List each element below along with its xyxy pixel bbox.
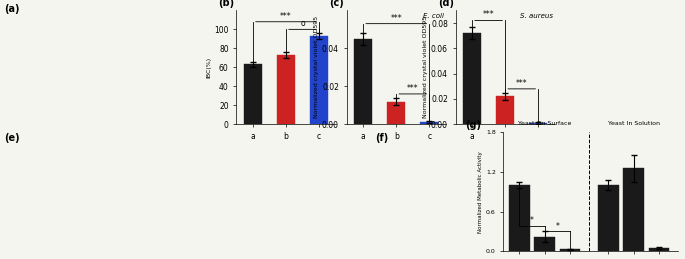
Text: S. aureus: S. aureus [520, 13, 553, 19]
Y-axis label: Normalized crystal violet OD595: Normalized crystal violet OD595 [314, 16, 319, 118]
Text: (f): (f) [375, 133, 388, 143]
Text: E. coli: E. coli [423, 13, 444, 19]
Bar [649, 248, 669, 251]
Bar [310, 36, 328, 124]
Text: ***: *** [390, 13, 402, 23]
Text: *: * [556, 222, 560, 231]
Text: (c): (c) [329, 0, 343, 8]
Bar [463, 33, 481, 124]
Text: ***: *** [280, 12, 292, 21]
Y-axis label: IBC(%): IBC(%) [206, 57, 212, 78]
Bar [496, 96, 514, 124]
Text: (e): (e) [5, 133, 20, 143]
Text: *: * [530, 217, 534, 225]
Text: ***: *** [483, 10, 495, 19]
Bar [387, 102, 406, 124]
Bar [560, 249, 580, 251]
Bar [277, 55, 295, 124]
Text: (a): (a) [5, 4, 20, 14]
Text: Yeast On Surface: Yeast On Surface [518, 121, 571, 126]
Text: Yeast In Solution: Yeast In Solution [608, 121, 660, 126]
Bar [509, 185, 530, 251]
Bar [354, 39, 372, 124]
Bar [598, 185, 619, 251]
Bar [530, 123, 547, 124]
Y-axis label: Normalized Metabolic Activity: Normalized Metabolic Activity [478, 151, 483, 233]
Text: (b): (b) [219, 0, 234, 8]
Text: (g): (g) [465, 120, 481, 130]
Bar [244, 64, 262, 124]
Bar [623, 169, 644, 251]
Y-axis label: Normalized crystal violet OD595: Normalized crystal violet OD595 [423, 16, 428, 118]
Text: o: o [300, 19, 305, 28]
Text: (d): (d) [438, 0, 453, 8]
Bar [534, 237, 555, 251]
Text: ***: *** [516, 79, 527, 88]
Text: ***: *** [407, 84, 419, 93]
Bar [421, 123, 438, 124]
